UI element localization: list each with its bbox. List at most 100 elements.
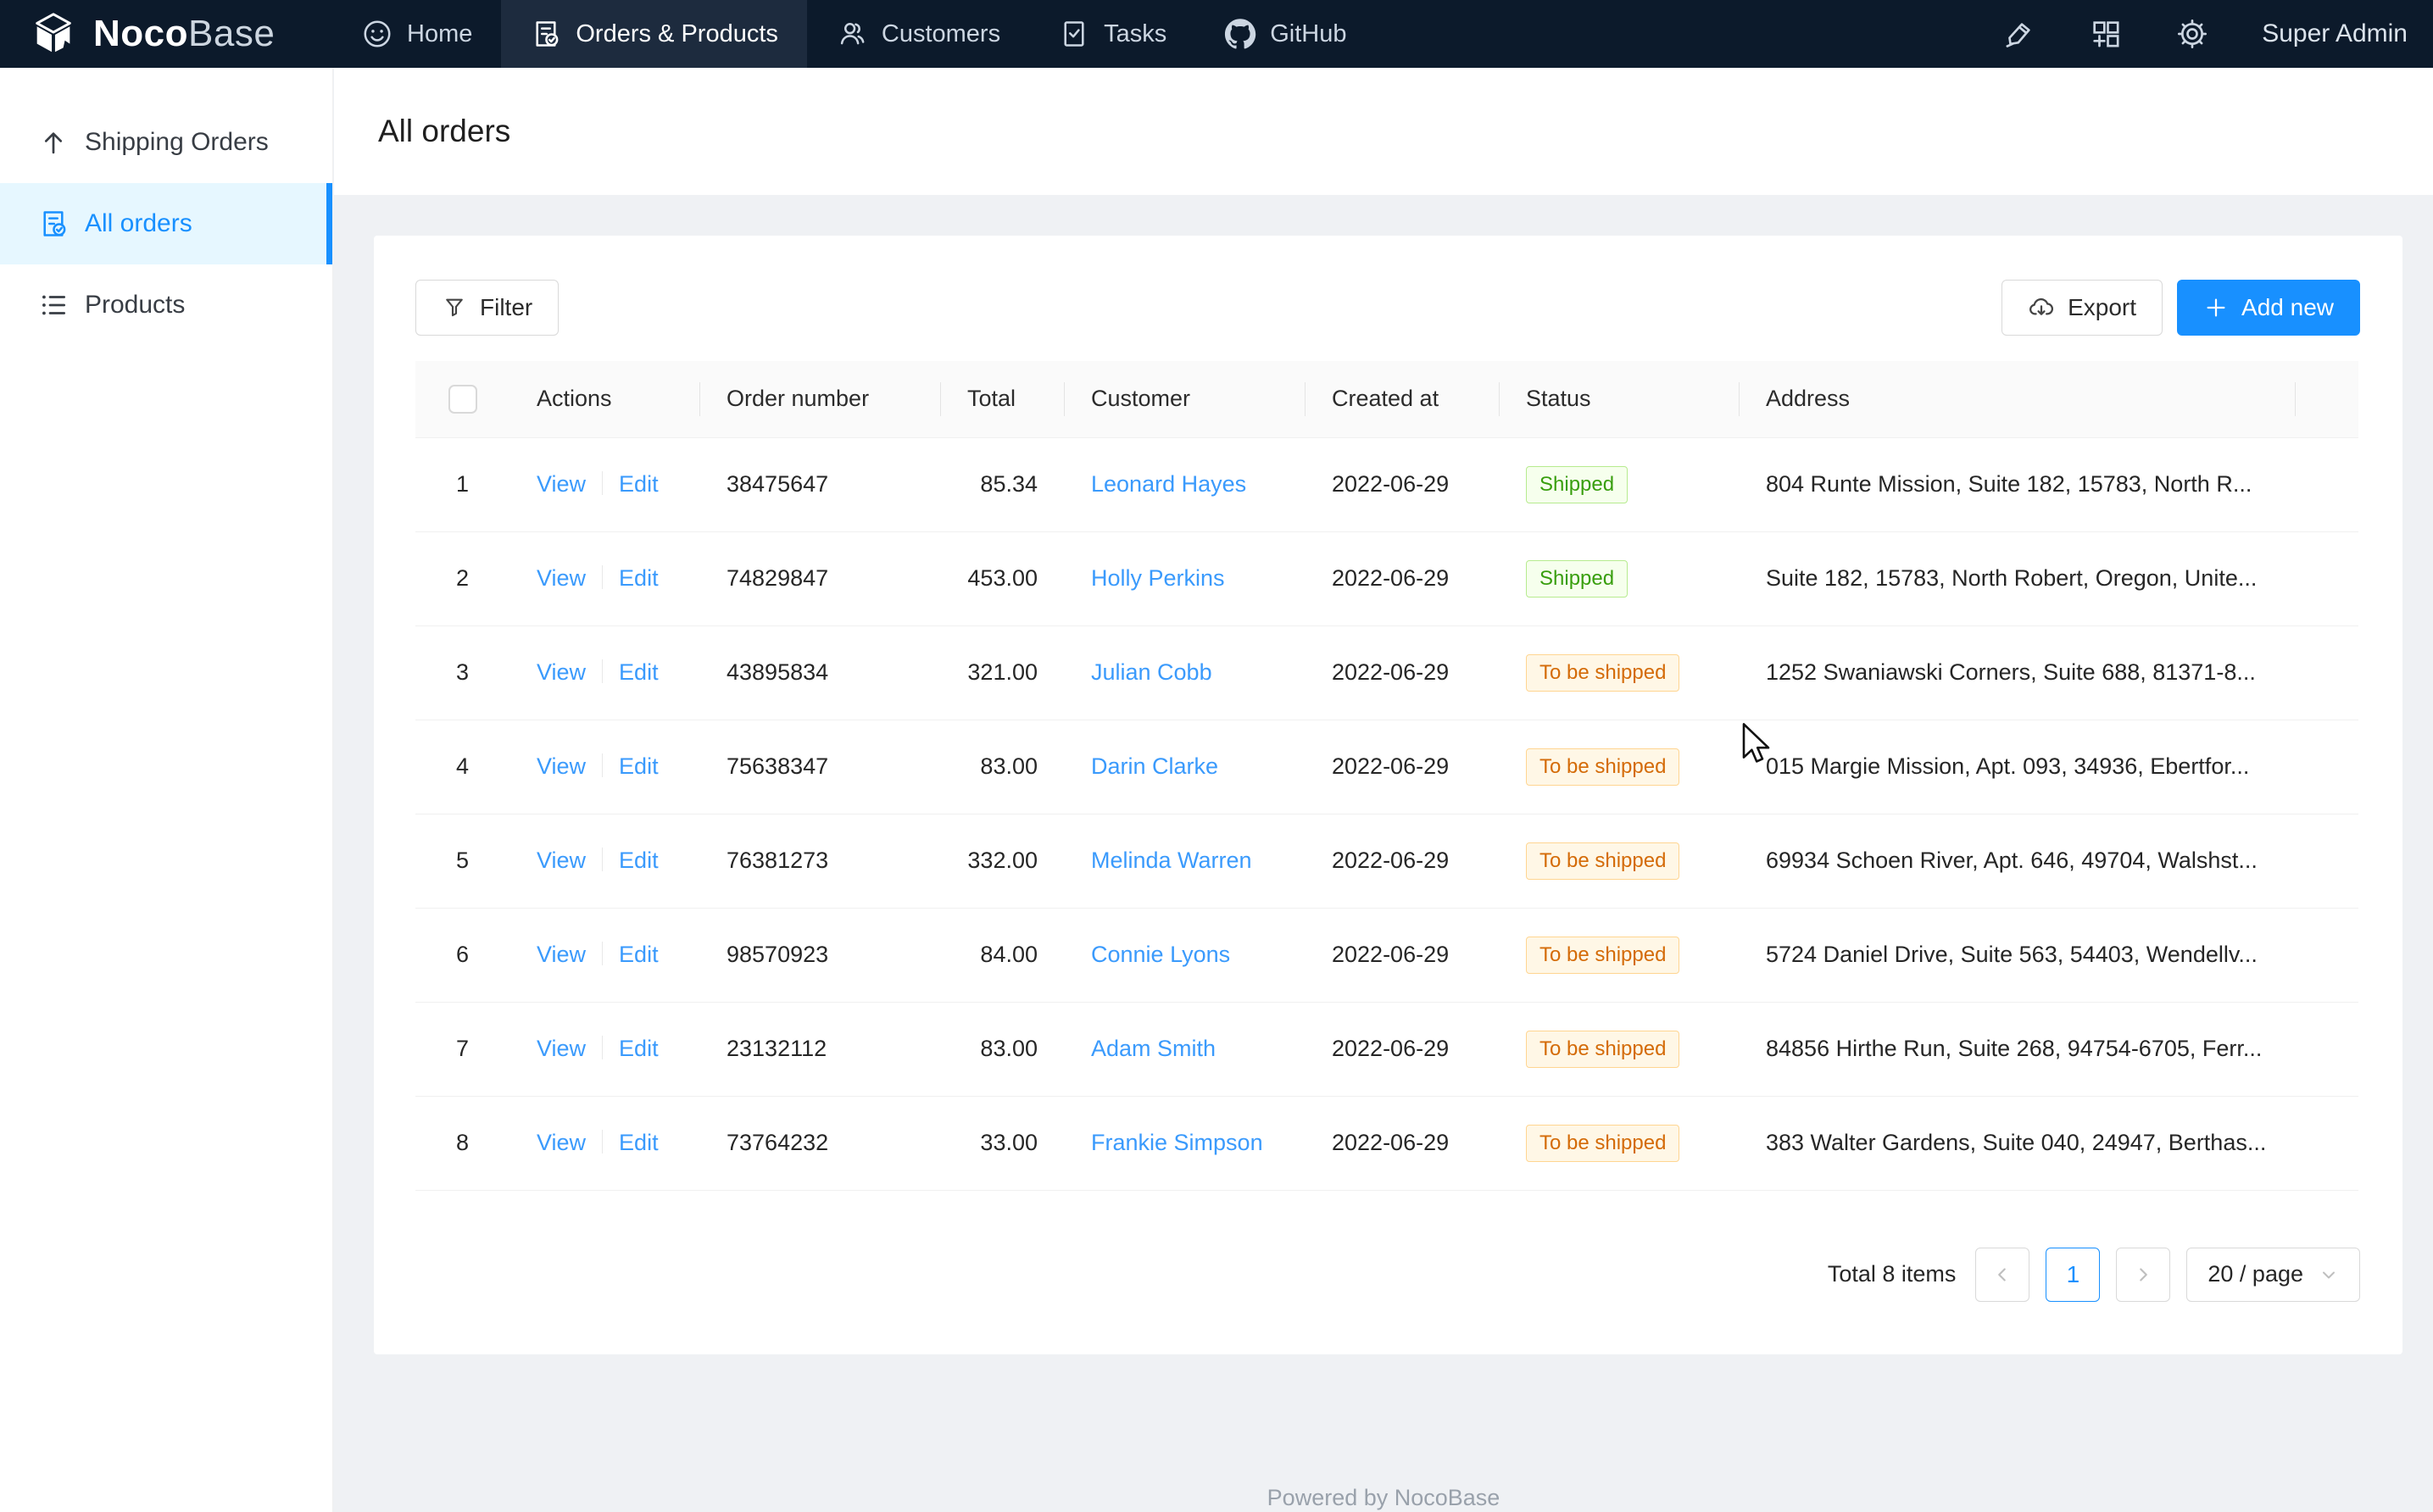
status-cell: To be shipped	[1499, 720, 1739, 814]
page-size-value: 20 / page	[2208, 1261, 2303, 1287]
customer-link[interactable]: Connie Lyons	[1091, 942, 1230, 967]
edit-link[interactable]: Edit	[619, 848, 659, 873]
customer-link[interactable]: Leonard Hayes	[1091, 471, 1246, 497]
list-icon	[37, 289, 70, 321]
edit-link[interactable]: Edit	[619, 471, 659, 497]
view-link[interactable]: View	[537, 848, 586, 873]
sidebar-item-all-orders[interactable]: All orders	[0, 183, 332, 264]
page-title: All orders	[378, 114, 510, 149]
customer-link[interactable]: Darin Clarke	[1091, 753, 1218, 779]
view-link[interactable]: View	[537, 942, 586, 967]
page-size-select[interactable]: 20 / page	[2186, 1248, 2360, 1302]
row-index-cell: 3	[415, 625, 509, 720]
smiley-icon	[361, 18, 393, 50]
nav-item-customers[interactable]: Customers	[807, 0, 1029, 68]
customer-cell: Connie Lyons	[1064, 908, 1305, 1002]
order-number-cell: 23132112	[699, 1002, 940, 1096]
customer-link[interactable]: Frankie Simpson	[1091, 1130, 1263, 1155]
extra-cell	[2295, 1096, 2358, 1190]
column-header-extra	[2295, 361, 2358, 437]
order-number-cell: 74829847	[699, 531, 940, 625]
view-link[interactable]: View	[537, 1130, 586, 1155]
top-nav: NocoBase Home	[0, 0, 2433, 68]
column-header-total: Total	[940, 361, 1064, 437]
arrow-up-icon	[37, 126, 70, 158]
row-index-cell: 2	[415, 531, 509, 625]
pagination: Total 8 items 1 20 / page	[415, 1248, 2360, 1302]
column-header-order-number: Order number	[699, 361, 940, 437]
view-link[interactable]: View	[537, 1036, 586, 1061]
status-badge: Shipped	[1526, 560, 1628, 598]
address-value: 5724 Daniel Drive, Suite 563, 54403, Wen…	[1766, 942, 2258, 967]
sidebar-item-label: Products	[85, 291, 185, 320]
status-badge: To be shipped	[1526, 654, 1679, 692]
total-value: 84.00	[980, 942, 1038, 967]
filter-button[interactable]: Filter	[415, 280, 559, 336]
orders-table-body: 1 ViewEdit 38475647 85.34 Leonard Hayes …	[415, 437, 2358, 1190]
edit-link[interactable]: Edit	[619, 565, 659, 591]
view-link[interactable]: View	[537, 565, 586, 591]
action-divider	[602, 942, 603, 965]
address-value: Suite 182, 15783, North Robert, Oregon, …	[1766, 565, 2257, 591]
actions-cell: View Edit	[509, 437, 699, 531]
nav-item-orders-products[interactable]: Orders & Products	[501, 0, 807, 68]
edit-link[interactable]: Edit	[619, 1130, 659, 1155]
created-at-cell: 2022-06-29	[1305, 531, 1499, 625]
order-check-icon	[37, 208, 70, 240]
nav-item-github[interactable]: GitHub	[1195, 0, 1375, 68]
status-badge: Shipped	[1526, 466, 1628, 503]
github-icon	[1224, 18, 1256, 50]
funnel-icon	[442, 295, 467, 320]
order-number-cell: 76381273	[699, 814, 940, 908]
row-index: 8	[456, 1130, 469, 1155]
nav-item-label: Tasks	[1104, 20, 1166, 48]
created-at-cell: 2022-06-29	[1305, 1002, 1499, 1096]
edit-link[interactable]: Edit	[619, 659, 659, 685]
table-toolbar: Filter Export	[415, 280, 2360, 336]
customer-link[interactable]: Melinda Warren	[1091, 848, 1252, 873]
edit-link[interactable]: Edit	[619, 942, 659, 967]
edit-link[interactable]: Edit	[619, 753, 659, 779]
extra-cell	[2295, 437, 2358, 531]
edit-link[interactable]: Edit	[619, 1036, 659, 1061]
nav-item-tasks[interactable]: Tasks	[1029, 0, 1195, 68]
nav-item-label: Home	[407, 20, 472, 48]
select-all-checkbox[interactable]	[448, 385, 477, 414]
blocks-plus-icon[interactable]	[2089, 17, 2123, 51]
order-number: 38475647	[727, 471, 828, 497]
row-index-cell: 6	[415, 908, 509, 1002]
highlighter-icon[interactable]	[2002, 17, 2036, 51]
sidebar-item-shipping-orders[interactable]: Shipping Orders	[0, 102, 332, 183]
customer-link[interactable]: Holly Perkins	[1091, 565, 1225, 591]
view-link[interactable]: View	[537, 659, 586, 685]
status-cell: To be shipped	[1499, 814, 1739, 908]
view-link[interactable]: View	[537, 471, 586, 497]
add-new-button[interactable]: Add new	[2177, 280, 2360, 336]
export-button[interactable]: Export	[2002, 280, 2163, 336]
created-at-cell: 2022-06-29	[1305, 720, 1499, 814]
address-cell: 69934 Schoen River, Apt. 646, 49704, Wal…	[1739, 814, 2295, 908]
row-index: 3	[456, 659, 469, 685]
status-cell: To be shipped	[1499, 625, 1739, 720]
page-header: All orders	[334, 68, 2433, 195]
extra-cell	[2295, 625, 2358, 720]
pagination-next-button[interactable]	[2116, 1248, 2170, 1302]
view-link[interactable]: View	[537, 753, 586, 779]
pagination-prev-button[interactable]	[1975, 1248, 2029, 1302]
table-row: 1 ViewEdit 38475647 85.34 Leonard Hayes …	[415, 437, 2358, 531]
action-divider	[602, 753, 603, 777]
gear-icon[interactable]	[2175, 17, 2209, 51]
select-all-header	[415, 361, 509, 437]
sidebar-item-products[interactable]: Products	[0, 264, 332, 346]
status-badge: To be shipped	[1526, 1031, 1679, 1068]
pagination-page-1[interactable]: 1	[2046, 1248, 2100, 1302]
customer-link[interactable]: Adam Smith	[1091, 1036, 1216, 1061]
address-value: 84856 Hirthe Run, Suite 268, 94754-6705,…	[1766, 1036, 2262, 1061]
nav-item-home[interactable]: Home	[332, 0, 501, 68]
table-row: 3 ViewEdit 43895834 321.00 Julian Cobb 2…	[415, 625, 2358, 720]
nocobase-logo[interactable]: NocoBase	[0, 0, 332, 68]
customer-link[interactable]: Julian Cobb	[1091, 659, 1212, 685]
orders-table: Actions Order number Total Customer Crea…	[415, 361, 2358, 1191]
plus-icon	[2203, 295, 2229, 320]
user-menu[interactable]: Super Admin	[2262, 19, 2408, 48]
